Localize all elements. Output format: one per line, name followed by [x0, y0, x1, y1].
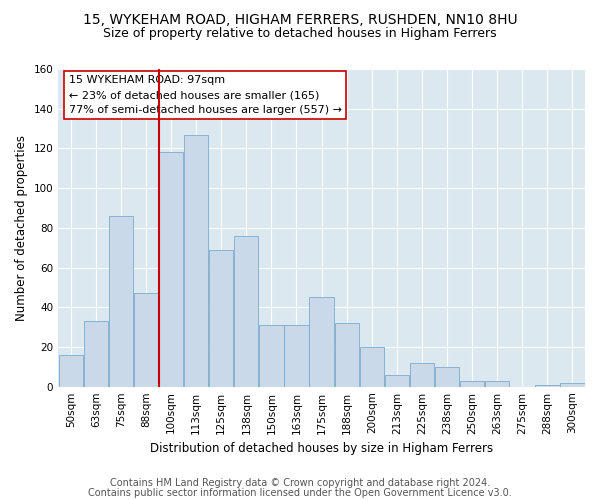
Bar — [460, 380, 484, 386]
Bar — [83, 321, 108, 386]
X-axis label: Distribution of detached houses by size in Higham Ferrers: Distribution of detached houses by size … — [150, 442, 493, 455]
Bar — [410, 363, 434, 386]
Bar — [335, 323, 359, 386]
Bar — [184, 134, 208, 386]
Bar — [59, 355, 83, 386]
Bar — [209, 250, 233, 386]
Bar — [560, 382, 584, 386]
Y-axis label: Number of detached properties: Number of detached properties — [15, 135, 28, 321]
Bar — [134, 294, 158, 386]
Text: 15 WYKEHAM ROAD: 97sqm
← 23% of detached houses are smaller (165)
77% of semi-de: 15 WYKEHAM ROAD: 97sqm ← 23% of detached… — [69, 76, 342, 115]
Bar — [159, 152, 183, 386]
Bar — [284, 325, 308, 386]
Text: Size of property relative to detached houses in Higham Ferrers: Size of property relative to detached ho… — [103, 28, 497, 40]
Bar — [259, 325, 284, 386]
Bar — [310, 298, 334, 386]
Bar — [359, 347, 384, 387]
Bar — [234, 236, 259, 386]
Bar — [535, 384, 560, 386]
Text: Contains HM Land Registry data © Crown copyright and database right 2024.: Contains HM Land Registry data © Crown c… — [110, 478, 490, 488]
Text: 15, WYKEHAM ROAD, HIGHAM FERRERS, RUSHDEN, NN10 8HU: 15, WYKEHAM ROAD, HIGHAM FERRERS, RUSHDE… — [83, 12, 517, 26]
Bar — [485, 380, 509, 386]
Text: Contains public sector information licensed under the Open Government Licence v3: Contains public sector information licen… — [88, 488, 512, 498]
Bar — [435, 367, 459, 386]
Bar — [385, 375, 409, 386]
Bar — [109, 216, 133, 386]
